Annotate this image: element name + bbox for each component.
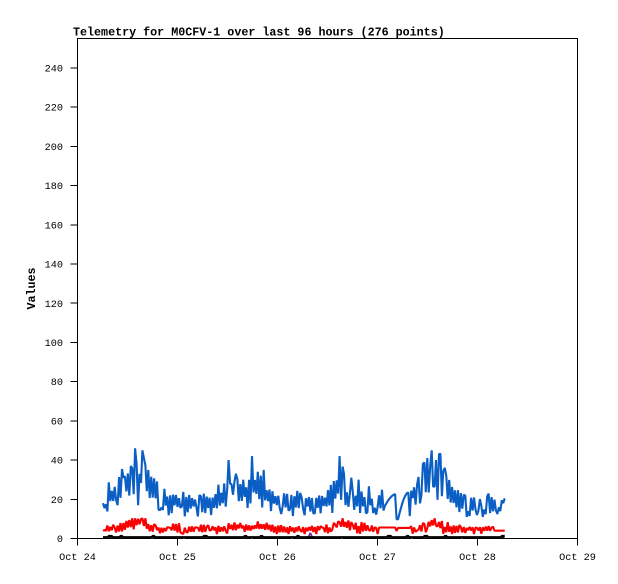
svg-text:Telemetry for M0CFV-1 over las: Telemetry for M0CFV-1 over last 96 hours… [73, 25, 445, 39]
svg-text:Oct 29: Oct 29 [559, 553, 596, 564]
svg-text:240: 240 [45, 65, 63, 76]
svg-text:140: 140 [45, 261, 63, 272]
svg-text:Values: Values [25, 267, 39, 309]
svg-text:180: 180 [45, 182, 63, 193]
svg-text:Oct 26: Oct 26 [259, 553, 296, 564]
svg-text:200: 200 [45, 143, 63, 154]
svg-text:Oct 25: Oct 25 [159, 553, 196, 564]
svg-text:20: 20 [51, 496, 63, 507]
svg-text:Oct 27: Oct 27 [359, 553, 396, 564]
svg-text:120: 120 [45, 300, 63, 311]
svg-text:0: 0 [57, 535, 63, 546]
svg-text:100: 100 [45, 339, 63, 350]
svg-text:Oct 28: Oct 28 [459, 553, 496, 564]
svg-text:220: 220 [45, 104, 63, 115]
svg-text:80: 80 [51, 378, 63, 389]
svg-text:60: 60 [51, 418, 63, 429]
svg-text:40: 40 [51, 457, 63, 468]
svg-text:160: 160 [45, 221, 63, 232]
svg-text:Oct 24: Oct 24 [59, 553, 96, 564]
